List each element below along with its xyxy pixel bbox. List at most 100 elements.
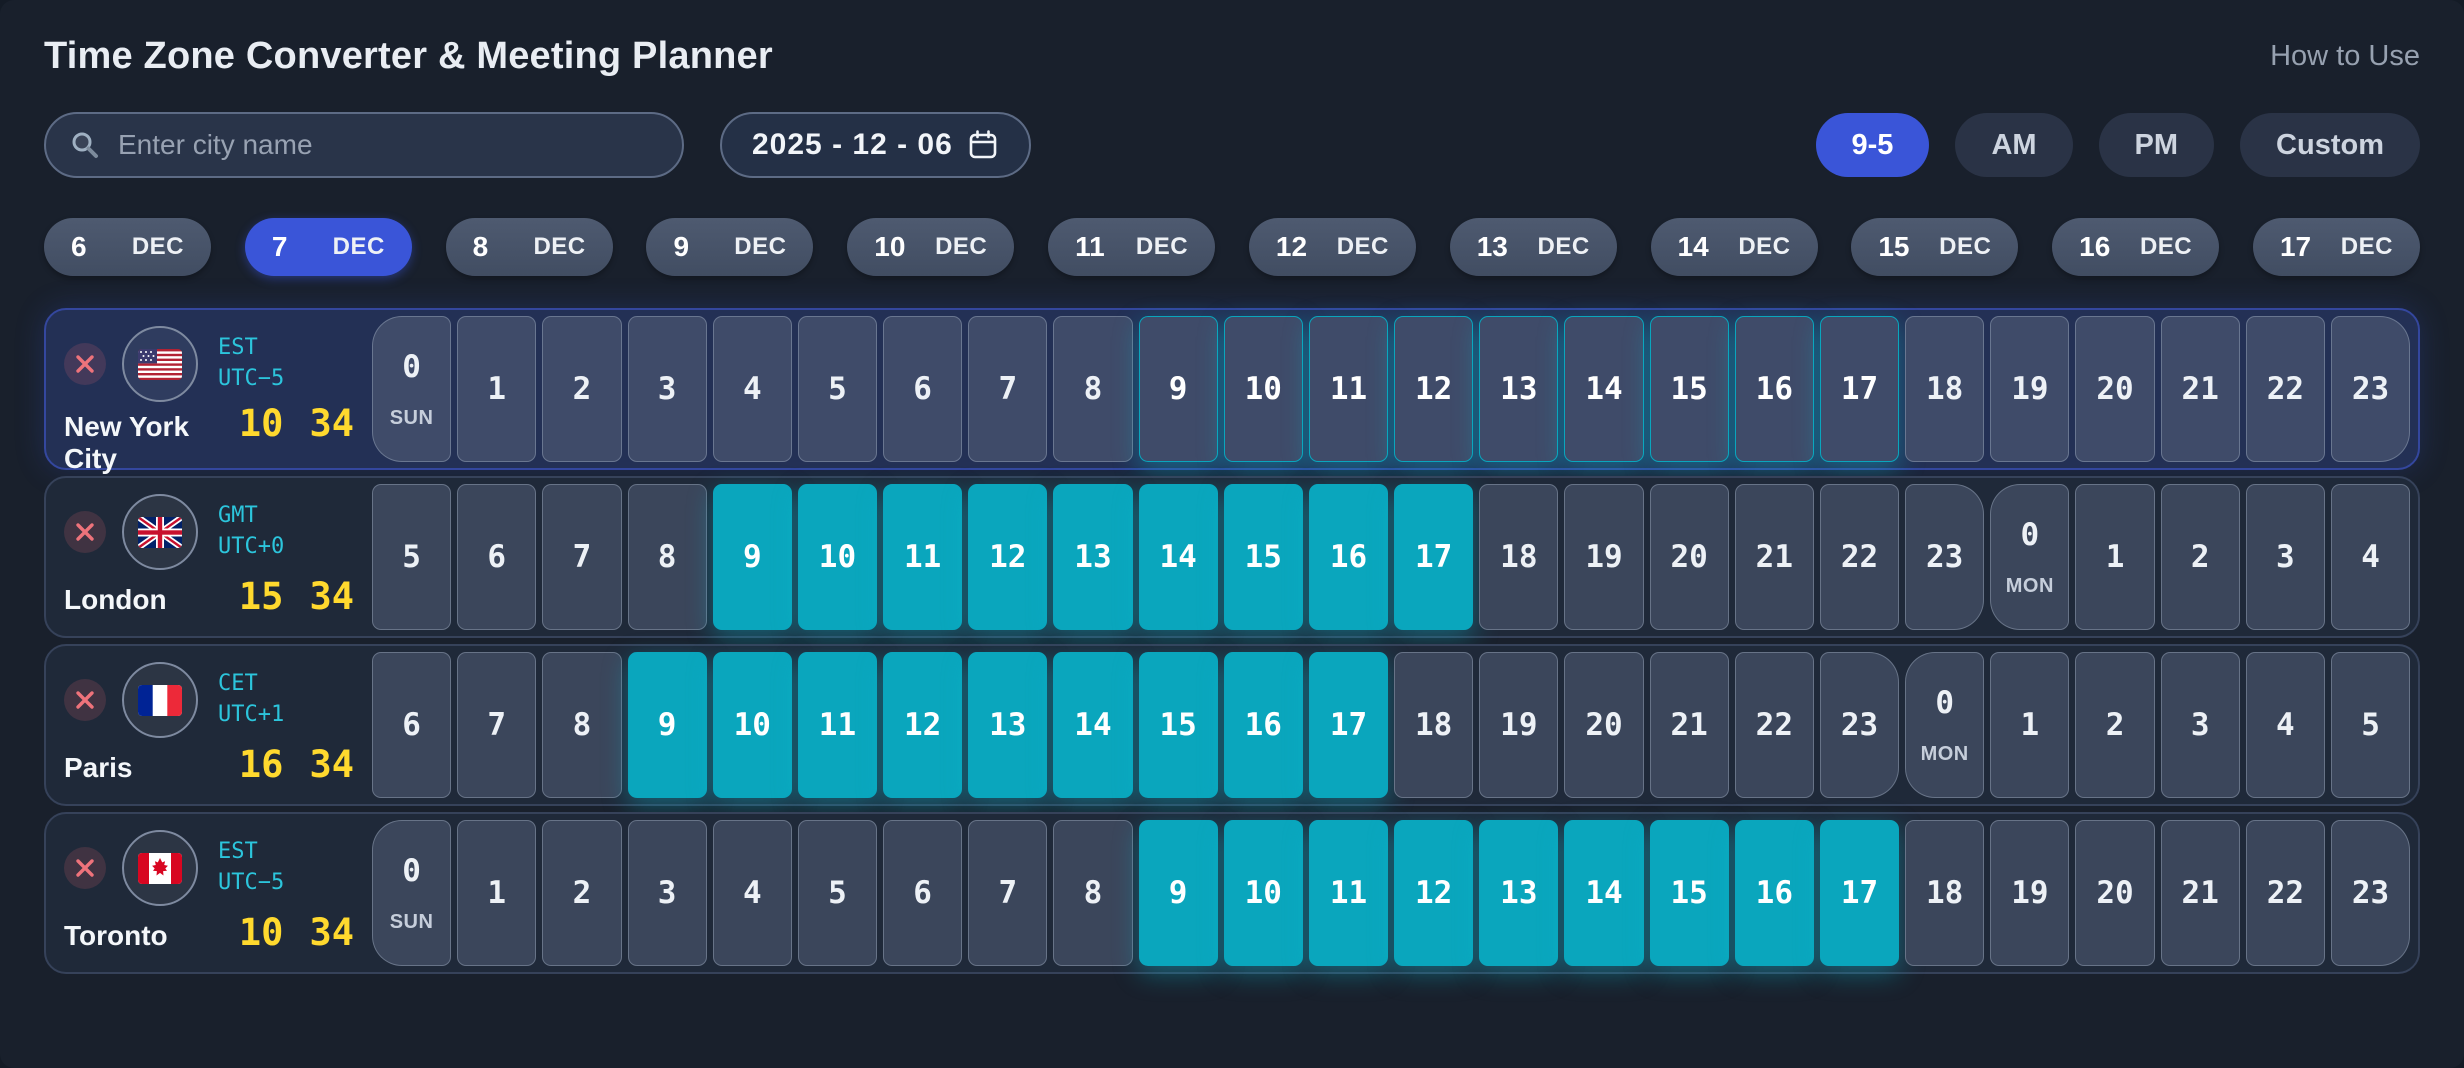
hour-cell-14[interactable]: 14 <box>1053 652 1133 798</box>
how-to-use-link[interactable]: How to Use <box>2270 39 2420 72</box>
date-tab-14-dec[interactable]: 14 DEC <box>1650 218 1818 276</box>
hour-cell-22[interactable]: 22 <box>1819 484 1900 630</box>
hour-cell-19[interactable]: 19 <box>1990 316 2070 462</box>
hour-cell-16[interactable]: 16 <box>1734 316 1814 462</box>
hour-cell-22[interactable]: 22 <box>1734 652 1814 798</box>
hour-cell-12[interactable]: 12 <box>968 484 1048 630</box>
hour-cell-1[interactable]: 1 <box>1990 652 2070 798</box>
hour-cell-10[interactable]: 10 <box>797 484 878 630</box>
hour-cell-11[interactable]: 11 <box>1308 316 1389 462</box>
hour-cell-20[interactable]: 20 <box>1564 652 1644 798</box>
hour-cell-6[interactable]: 6 <box>372 652 452 798</box>
hour-cell-15[interactable]: 15 <box>1223 484 1303 630</box>
hour-cell-19[interactable]: 19 <box>1990 820 2070 966</box>
hour-cell-9[interactable]: 9 <box>1138 820 1218 966</box>
hour-cell-18[interactable]: 18 <box>1905 316 1985 462</box>
hour-cell-8[interactable]: 8 <box>627 484 707 630</box>
hour-cell-1[interactable]: 1 <box>457 316 537 462</box>
remove-city-button[interactable] <box>64 511 106 553</box>
date-tab-15-dec[interactable]: 15 DEC <box>1851 218 2019 276</box>
hour-cell-7[interactable]: 7 <box>457 652 537 798</box>
hour-cell-17[interactable]: 17 <box>1819 316 1900 462</box>
hour-cell-9[interactable]: 9 <box>627 652 707 798</box>
date-tab-8-dec[interactable]: 8 DEC <box>445 218 613 276</box>
date-tab-11-dec[interactable]: 11 DEC <box>1048 218 1216 276</box>
hour-cell-8[interactable]: 8 <box>1053 316 1133 462</box>
hour-cell-7[interactable]: 7 <box>968 316 1048 462</box>
hour-cell-4[interactable]: 4 <box>712 316 792 462</box>
hour-cell-12[interactable]: 12 <box>1394 316 1474 462</box>
remove-city-button[interactable] <box>64 343 106 385</box>
hour-cell-22[interactable]: 22 <box>2245 316 2325 462</box>
hour-cell-3[interactable]: 3 <box>627 820 707 966</box>
date-tab-17-dec[interactable]: 17 DEC <box>2252 218 2420 276</box>
hour-cell-1[interactable]: 1 <box>457 820 537 966</box>
search-input[interactable] <box>116 128 658 162</box>
preset-button-am[interactable]: AM <box>1955 113 2073 177</box>
hour-cell-4[interactable]: 4 <box>712 820 792 966</box>
hour-cell-21[interactable]: 21 <box>1734 484 1814 630</box>
hour-cell-20[interactable]: 20 <box>2075 316 2155 462</box>
hour-cell-13[interactable]: 13 <box>1053 484 1133 630</box>
hour-cell-14[interactable]: 14 <box>1564 820 1644 966</box>
date-tab-7-dec[interactable]: 7 DEC <box>244 218 412 276</box>
preset-button-9-5[interactable]: 9-5 <box>1815 113 1930 177</box>
hour-cell-4[interactable]: 4 <box>2330 484 2411 630</box>
hour-cell-16[interactable]: 16 <box>1308 484 1389 630</box>
hour-cell-14[interactable]: 14 <box>1138 484 1218 630</box>
hour-cell-15[interactable]: 15 <box>1138 652 1218 798</box>
hour-cell-15[interactable]: 15 <box>1649 316 1729 462</box>
hour-cell-12[interactable]: 12 <box>883 652 963 798</box>
hour-cell-23[interactable]: 23 <box>2330 820 2411 966</box>
date-tab-6-dec[interactable]: 6 DEC <box>44 218 211 276</box>
hour-cell-23[interactable]: 23 <box>1905 484 1985 630</box>
date-tab-9-dec[interactable]: 9 DEC <box>646 218 814 276</box>
hour-cell-7[interactable]: 7 <box>542 484 622 630</box>
preset-button-custom[interactable]: Custom <box>2240 113 2420 177</box>
hour-cell-19[interactable]: 19 <box>1564 484 1644 630</box>
date-picker[interactable]: 2025 - 12 - 06 <box>720 112 1031 178</box>
hour-cell-10[interactable]: 10 <box>1223 316 1303 462</box>
date-tab-16-dec[interactable]: 16 DEC <box>2052 218 2220 276</box>
hour-cell-11[interactable]: 11 <box>1308 820 1389 966</box>
hour-cell-13[interactable]: 13 <box>968 652 1048 798</box>
hour-cell-20[interactable]: 20 <box>1649 484 1729 630</box>
hour-cell-10[interactable]: 10 <box>1223 820 1303 966</box>
hour-cell-9[interactable]: 9 <box>1138 316 1218 462</box>
preset-button-pm[interactable]: PM <box>2098 113 2215 177</box>
remove-city-button[interactable] <box>64 679 106 721</box>
hour-cell-21[interactable]: 21 <box>2160 820 2240 966</box>
hour-cell-21[interactable]: 21 <box>1649 652 1729 798</box>
hour-cell-15[interactable]: 15 <box>1649 820 1729 966</box>
hour-cell-5[interactable]: 5 <box>797 820 878 966</box>
hour-cell-5[interactable]: 5 <box>2330 652 2411 798</box>
hour-cell-1[interactable]: 1 <box>2075 484 2155 630</box>
hour-cell-18[interactable]: 18 <box>1394 652 1474 798</box>
hour-cell-19[interactable]: 19 <box>1479 652 1559 798</box>
hour-cell-11[interactable]: 11 <box>797 652 878 798</box>
hour-cell-17[interactable]: 17 <box>1819 820 1900 966</box>
hour-cell-20[interactable]: 20 <box>2075 820 2155 966</box>
hour-cell-22[interactable]: 22 <box>2245 820 2325 966</box>
hour-cell-23[interactable]: 23 <box>1819 652 1900 798</box>
date-tab-12-dec[interactable]: 12 DEC <box>1248 218 1416 276</box>
hour-cell-6[interactable]: 6 <box>883 316 963 462</box>
hour-cell-21[interactable]: 21 <box>2160 316 2240 462</box>
hour-cell-10[interactable]: 10 <box>712 652 792 798</box>
hour-cell-8[interactable]: 8 <box>542 652 622 798</box>
hour-cell-5[interactable]: 5 <box>797 316 878 462</box>
hour-cell-4[interactable]: 4 <box>2245 652 2325 798</box>
hour-cell-23[interactable]: 23 <box>2330 316 2411 462</box>
hour-cell-3[interactable]: 3 <box>2160 652 2240 798</box>
hour-cell-3[interactable]: 3 <box>2245 484 2325 630</box>
hour-cell-7[interactable]: 7 <box>968 820 1048 966</box>
hour-cell-5[interactable]: 5 <box>372 484 452 630</box>
hour-cell-16[interactable]: 16 <box>1734 820 1814 966</box>
hour-cell-2[interactable]: 2 <box>542 820 622 966</box>
hour-cell-6[interactable]: 6 <box>457 484 537 630</box>
hour-cell-6[interactable]: 6 <box>883 820 963 966</box>
hour-cell-16[interactable]: 16 <box>1223 652 1303 798</box>
hour-cell-13[interactable]: 13 <box>1479 316 1559 462</box>
hour-cell-8[interactable]: 8 <box>1053 820 1133 966</box>
hour-cell-12[interactable]: 12 <box>1394 820 1474 966</box>
